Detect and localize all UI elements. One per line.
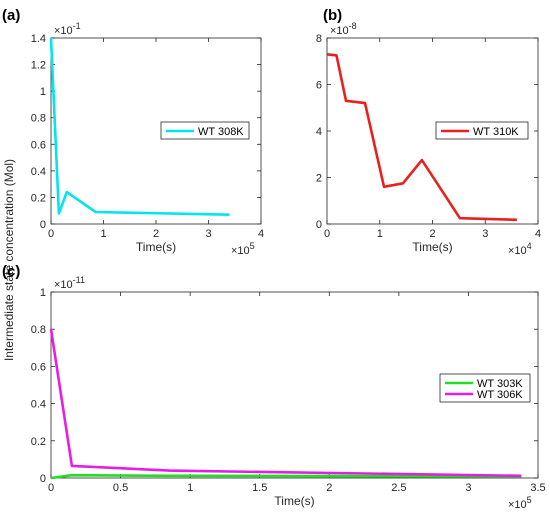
legend-entry: WT 308K xyxy=(198,126,244,138)
x-tick-label: 3 xyxy=(205,228,211,240)
panel-label: (b) xyxy=(323,7,342,24)
x-axis-multiplier: ×105 xyxy=(508,495,532,511)
y-tick-label: 6 xyxy=(316,80,322,92)
x-tick-label: 2 xyxy=(153,228,159,240)
chart-panel-1: 0 1 2 3 400.20.40.60.811.21.4Time(s)×10-1×10… xyxy=(2,7,264,257)
x-multiplier-exponent: 5 xyxy=(527,495,532,505)
y-multiplier-base: ×10 xyxy=(330,25,349,37)
x-tick-label: 2 xyxy=(429,228,435,240)
legend-box xyxy=(160,121,250,140)
y-tick-label: 0.4 xyxy=(31,166,46,178)
series-line-wt-306k xyxy=(49,329,522,478)
y-tick-label: 0 xyxy=(40,473,46,485)
x-tick-label: 1 xyxy=(100,228,106,240)
y-tick-label: 1 xyxy=(40,287,46,299)
y-tick-label: 0.2 xyxy=(31,192,46,204)
y-tick-label: 0 xyxy=(40,219,46,231)
legend: WT 310K xyxy=(435,121,529,140)
y-tick-label: 0.6 xyxy=(31,139,46,151)
series-line-wt-310k xyxy=(326,53,517,222)
x-multiplier-base: ×10 xyxy=(508,499,527,511)
x-tick-label: 0.5 xyxy=(113,482,128,494)
x-multiplier-base: ×10 xyxy=(508,245,527,257)
y-multiplier-exponent: -1 xyxy=(73,21,81,31)
legend-entry: WT 310K xyxy=(473,126,519,138)
y-tick-label: 1.4 xyxy=(31,33,46,45)
chart-panel-3: 0 0.5 1 1.5 2 2.5 3 3.5 0 0.2 0.4 0.6 0.8 1 Time(s) ×10… xyxy=(2,263,546,511)
x-tick-label: 4 xyxy=(535,228,541,240)
x-tick-label: 3 xyxy=(465,482,471,494)
x-tick-label: 2.5 xyxy=(391,482,406,494)
legend-entry: WT 306K xyxy=(477,389,523,401)
x-tick-label: 0 xyxy=(324,228,330,240)
y-tick-label: 0.4 xyxy=(31,399,46,411)
series-line-wt-303k xyxy=(50,473,522,480)
x-tick-label: 2 xyxy=(326,482,332,494)
x-axis-label: Time(s) xyxy=(136,240,176,254)
y-tick-label: 0.2 xyxy=(31,436,46,448)
x-axis-label: Time(s) xyxy=(412,240,452,254)
x-tick-label: 3.5 xyxy=(530,482,545,494)
y-tick-label: 1 xyxy=(40,86,46,98)
x-tick-label: 4 xyxy=(258,228,264,240)
y-axis-multiplier: ×10-1 xyxy=(54,21,81,37)
y-tick-label: 2 xyxy=(316,173,322,185)
y-axis-multiplier: ×10-11 xyxy=(54,275,85,291)
legend-box xyxy=(439,373,531,403)
y-multiplier-base: ×10 xyxy=(54,279,73,291)
x-tick-label: 1 xyxy=(187,482,193,494)
legend-box xyxy=(435,121,529,140)
legend: WT 308K xyxy=(160,121,250,140)
y-tick-label: 4 xyxy=(316,126,322,138)
y-tick-label: 1.2 xyxy=(31,60,46,72)
y-tick-label: 0.8 xyxy=(31,324,46,336)
series-line-wt-308k xyxy=(49,37,230,216)
x-multiplier-base: ×10 xyxy=(231,245,250,257)
x-tick-label: 3 xyxy=(482,228,488,240)
x-tick-label: 0 xyxy=(48,482,54,494)
x-axis-multiplier: ×105 xyxy=(231,241,255,257)
y-tick-label: 0.8 xyxy=(31,113,46,125)
y-multiplier-exponent: -8 xyxy=(349,21,357,31)
y-axis-multiplier: ×10-8 xyxy=(330,21,357,37)
x-tick-label: 0 xyxy=(48,228,54,240)
legend-entry: WT 303K xyxy=(477,378,523,390)
x-tick-label: 1 xyxy=(377,228,383,240)
x-tick-label: 1.5 xyxy=(252,482,267,494)
y-multiplier-base: ×10 xyxy=(54,25,73,37)
x-multiplier-exponent: 5 xyxy=(250,241,255,251)
y-tick-label: 8 xyxy=(316,33,322,45)
x-axis-label: Time(s) xyxy=(274,494,314,508)
y-tick-label: 0.6 xyxy=(31,361,46,373)
shared-y-axis-label: Intermediate state concentration (Mol) xyxy=(2,159,16,361)
x-axis-multiplier: ×104 xyxy=(508,241,532,257)
panel-label: (a) xyxy=(2,7,20,24)
panel-label: (c) xyxy=(2,263,20,280)
y-tick-label: 0 xyxy=(316,219,322,231)
y-multiplier-exponent: -11 xyxy=(73,275,85,285)
x-multiplier-exponent: 4 xyxy=(527,241,532,251)
